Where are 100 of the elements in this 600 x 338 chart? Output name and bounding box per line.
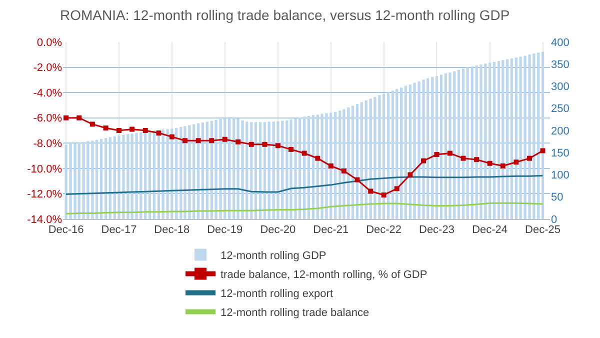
point	[514, 160, 519, 165]
point	[142, 128, 148, 133]
bar	[431, 76, 434, 219]
point	[341, 168, 346, 174]
bar	[364, 100, 368, 219]
bar	[488, 62, 492, 219]
point	[130, 126, 135, 132]
point	[90, 122, 95, 127]
bar	[201, 122, 204, 219]
bar	[537, 52, 540, 219]
chart-title: ROMANIA: 12-month rolling trade balance, versus 12-month rolling GDP	[60, 7, 510, 24]
bar	[502, 60, 504, 219]
point	[76, 115, 82, 120]
point	[328, 163, 334, 168]
y-tick-label: -2.0%	[33, 62, 62, 74]
y2-tick-label: 400	[551, 36, 570, 49]
y-tick-label: -12.0%	[27, 188, 62, 201]
point	[262, 142, 268, 147]
point	[103, 125, 108, 130]
point	[222, 136, 228, 142]
bar	[492, 62, 496, 219]
x-tick-label: Dec-20	[260, 224, 296, 236]
bar	[497, 61, 500, 219]
y2-tick-label: 50	[551, 192, 564, 204]
point	[182, 138, 188, 144]
x-tick-label: Dec-22	[366, 224, 402, 236]
bar	[386, 92, 390, 219]
bar	[466, 67, 469, 219]
point	[209, 138, 214, 144]
y-tick-label: 0.0%	[36, 36, 62, 49]
point	[169, 134, 174, 140]
bar	[408, 84, 412, 219]
bar	[166, 129, 169, 219]
bar	[180, 126, 182, 219]
point	[474, 157, 480, 162]
legend-label: trade balance, 12-month rolling, % of GDP	[220, 269, 428, 282]
bar	[108, 137, 112, 219]
bar	[312, 115, 314, 219]
point	[394, 186, 400, 192]
bar	[360, 102, 363, 219]
bar	[391, 90, 394, 219]
bar	[541, 52, 544, 219]
bar	[148, 130, 152, 219]
y2-tick-label: 250	[551, 103, 570, 116]
y2-tick-label: 200	[551, 125, 570, 138]
bar	[347, 107, 350, 219]
x-tick-label: Dec-25	[525, 224, 560, 236]
point	[248, 142, 254, 147]
point	[315, 156, 320, 161]
bar	[95, 140, 98, 219]
bar	[510, 58, 514, 219]
point	[500, 163, 506, 168]
y2-tick-label: 350	[551, 58, 570, 71]
y2-tick-label: 300	[551, 81, 570, 94]
bar	[254, 122, 258, 219]
bar	[152, 130, 156, 219]
bar	[506, 59, 509, 219]
bar	[307, 116, 310, 219]
point	[368, 188, 374, 194]
bar	[144, 131, 147, 219]
bar	[206, 122, 208, 219]
y-tick-label: -14.0%	[27, 214, 62, 226]
bar	[440, 74, 443, 219]
point	[408, 172, 413, 178]
point	[540, 148, 546, 154]
x-tick-label: Dec-17	[101, 224, 137, 236]
bar	[232, 118, 236, 219]
bar	[78, 142, 80, 219]
bar	[457, 70, 460, 219]
x-tick-label: Dec-21	[313, 224, 349, 236]
point	[421, 158, 426, 164]
y-tick-label: -6.0%	[33, 112, 62, 125]
point	[275, 143, 280, 148]
bar	[334, 112, 337, 219]
bar	[100, 138, 103, 219]
bar	[351, 106, 354, 219]
bar	[462, 68, 465, 219]
bar	[404, 86, 408, 219]
bar	[338, 110, 342, 219]
point	[116, 128, 122, 133]
y-tick-label: -8.0%	[33, 138, 62, 150]
x-tick-label: Dec-19	[207, 224, 243, 236]
point	[288, 146, 294, 152]
bar	[104, 138, 108, 219]
bar	[258, 122, 262, 219]
line-series	[65, 202, 544, 214]
point	[64, 115, 69, 120]
point	[381, 192, 386, 198]
legend-label: 12-month rolling export	[220, 288, 334, 300]
point	[487, 160, 492, 166]
x-tick-label: Dec-24	[472, 224, 508, 236]
bar	[514, 57, 518, 219]
point	[156, 130, 162, 136]
y2-tick-label: 0	[551, 214, 558, 226]
bar	[228, 118, 231, 219]
bar	[192, 124, 196, 219]
point	[236, 139, 241, 144]
bar	[470, 66, 474, 219]
point	[196, 138, 201, 144]
bar	[444, 73, 448, 219]
